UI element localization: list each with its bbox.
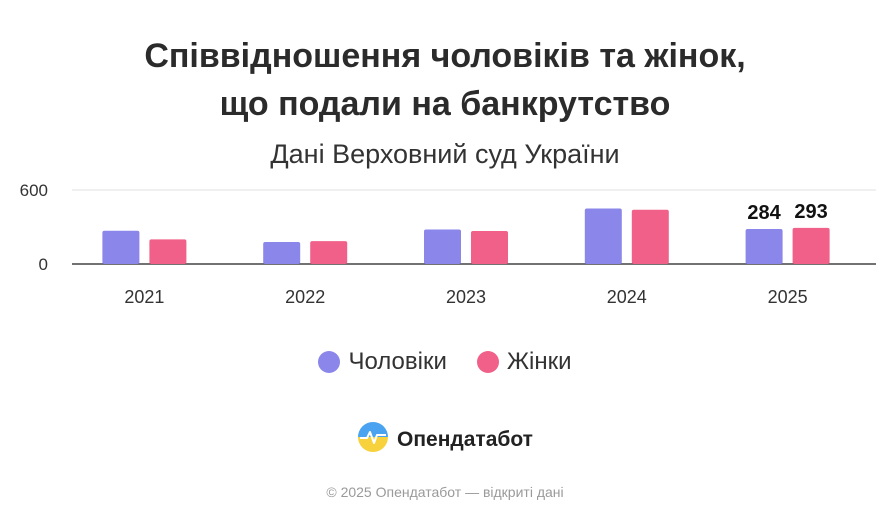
bar-men-2021 (102, 230, 140, 264)
bar-women-2025 (792, 227, 830, 264)
x-tick-label: 2022 (285, 287, 325, 307)
x-tick-label: 2021 (124, 287, 164, 307)
x-tick-label: 2023 (446, 287, 486, 307)
legend: Чоловіки Жінки (0, 348, 890, 376)
y-tick-label: 0 (39, 255, 48, 274)
data-label: 284 (747, 202, 781, 224)
bar-men-2024 (584, 208, 622, 264)
bar-men-2022 (263, 242, 301, 264)
footer-copyright: © 2025 Опендатабот — відкриті дані (326, 484, 564, 500)
bar-women-2021 (149, 239, 187, 264)
legend-item-women: Жінки (476, 348, 572, 376)
legend-label-men: Чоловіки (348, 348, 447, 375)
data-label: 293 (794, 201, 827, 223)
y-tick-label: 600 (20, 181, 48, 200)
bar-men-2023 (424, 229, 461, 264)
legend-swatch-women (476, 351, 499, 373)
legend-item-men: Чоловіки (318, 348, 447, 376)
legend-swatch-men (318, 351, 341, 373)
legend-label-women: Жінки (506, 348, 572, 375)
x-tick-label: 2025 (768, 287, 808, 307)
brand: Опендатабот (0, 421, 890, 459)
bar-chart: 0 600 2021 2022 2023 2024 2025 284 293 (20, 181, 876, 307)
bar-women-2022 (310, 241, 348, 264)
chart-title-line-1: Співвідношення чоловіків та жінок, (144, 37, 746, 75)
bar-women-2024 (631, 209, 669, 264)
brand-name: Опендатабот (397, 428, 533, 451)
chart-subtitle: Дані Верховний суд України (270, 139, 620, 169)
chart-title-line-2: що подали на банкрутство (219, 85, 671, 123)
opendatabot-logo-icon (357, 421, 389, 459)
bar-women-2023 (471, 230, 508, 264)
x-tick-label: 2024 (607, 287, 647, 307)
bar-men-2025 (745, 228, 783, 264)
